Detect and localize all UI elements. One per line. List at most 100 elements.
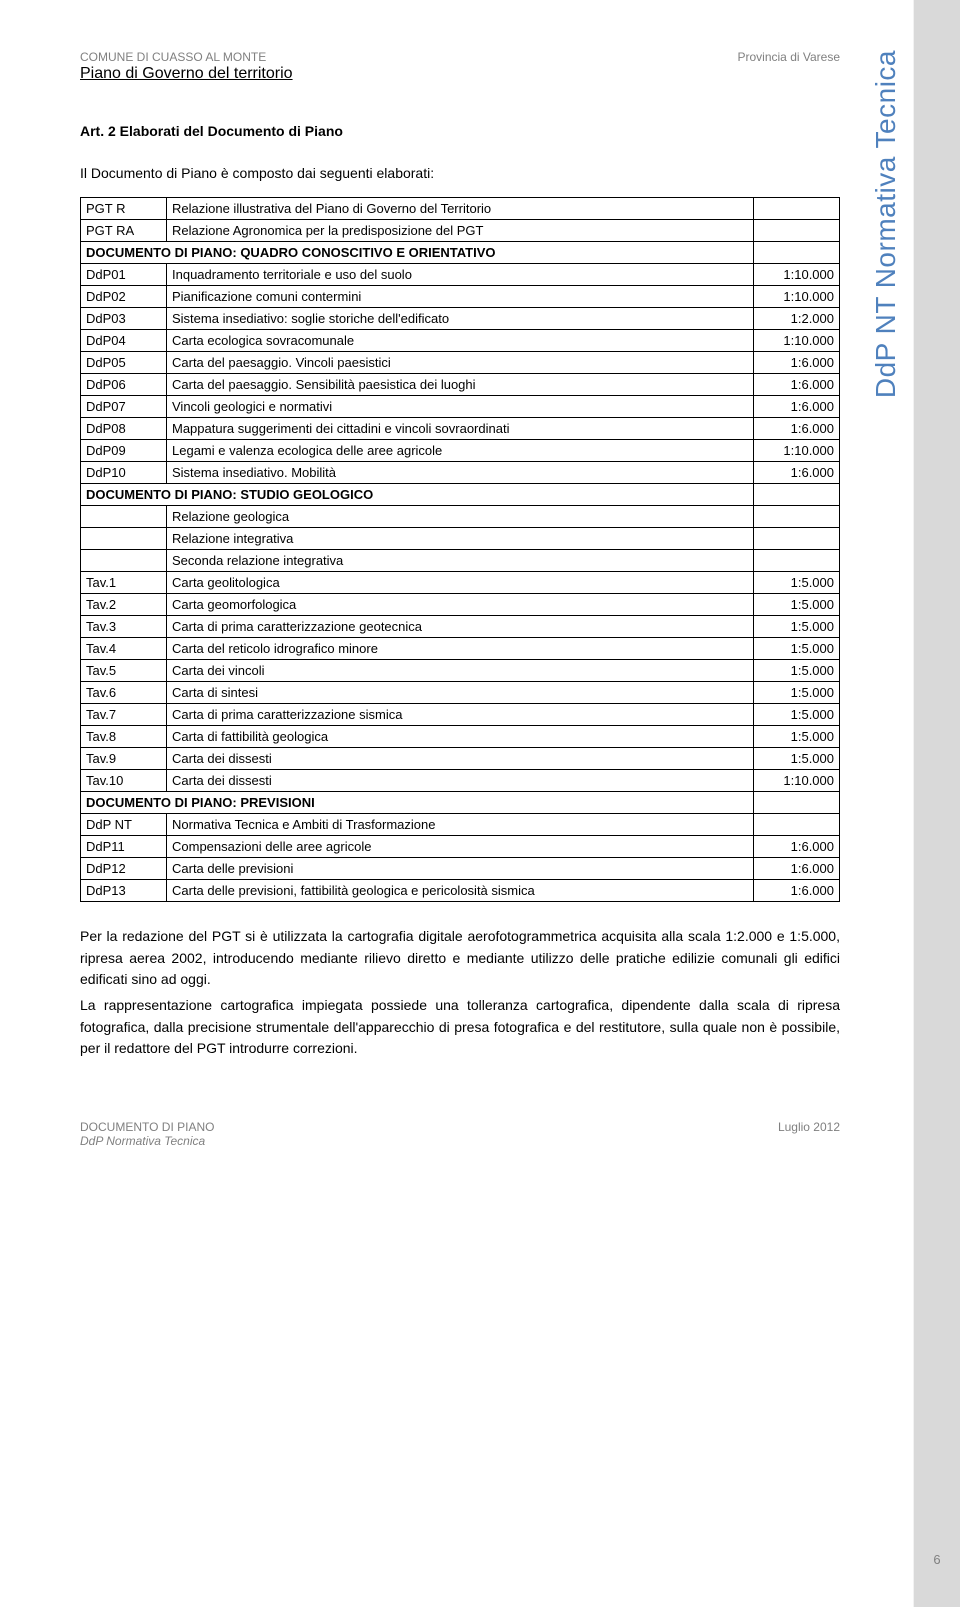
table-desc-cell: Carta delle previsioni [167,858,754,880]
header-left-1: COMUNE DI CUASSO AL MONTE [80,50,266,64]
table-row: DdP08Mappatura suggerimenti dei cittadin… [81,418,840,440]
table-row: Tav.2Carta geomorfologica1:5.000 [81,594,840,616]
table-row: DdP06Carta del paesaggio. Sensibilità pa… [81,374,840,396]
table-scale-cell: 1:6.000 [754,418,840,440]
table-scale-cell [754,506,840,528]
table-scale-cell: 1:5.000 [754,572,840,594]
table-scale-cell: 1:6.000 [754,836,840,858]
table-desc-cell: Carta di prima caratterizzazione sismica [167,704,754,726]
table-row: DOCUMENTO DI PIANO: QUADRO CONOSCITIVO E… [81,242,840,264]
table-scale-cell: 1:5.000 [754,638,840,660]
table-desc-cell: Carta di sintesi [167,682,754,704]
table-row: Tav.7Carta di prima caratterizzazione si… [81,704,840,726]
table-row: Tav.6Carta di sintesi1:5.000 [81,682,840,704]
table-row: Tav.9Carta dei dissesti1:5.000 [81,748,840,770]
right-grey-band [914,0,960,1607]
table-row: DdP02Pianificazione comuni contermini1:1… [81,286,840,308]
table-desc-cell: Relazione illustrativa del Piano di Gove… [167,198,754,220]
table-code-cell: DdP NT [81,814,167,836]
table-code-cell [81,506,167,528]
side-label: DdP NT Normativa Tecnica [870,50,902,398]
table-section-header: DOCUMENTO DI PIANO: PREVISIONI [81,792,754,814]
table-scale-cell: 1:6.000 [754,462,840,484]
table-row: Tav.4Carta del reticolo idrografico mino… [81,638,840,660]
table-desc-cell: Sistema insediativo: soglie storiche del… [167,308,754,330]
table-code-cell: Tav.10 [81,770,167,792]
table-desc-cell: Normativa Tecnica e Ambiti di Trasformaz… [167,814,754,836]
table-scale-cell: 1:2.000 [754,308,840,330]
table-cell [754,484,840,506]
table-desc-cell: Seconda relazione integrativa [167,550,754,572]
table-row: DdP11Compensazioni delle aree agricole1:… [81,836,840,858]
table-row: Relazione integrativa [81,528,840,550]
table-scale-cell: 1:6.000 [754,880,840,902]
table-scale-cell: 1:6.000 [754,352,840,374]
table-scale-cell: 1:6.000 [754,374,840,396]
table-cell [754,242,840,264]
table-row: DdP13Carta delle previsioni, fattibilità… [81,880,840,902]
table-scale-cell: 1:5.000 [754,682,840,704]
table-row: DdP NTNormativa Tecnica e Ambiti di Tras… [81,814,840,836]
table-scale-cell [754,550,840,572]
table-scale-cell: 1:5.000 [754,748,840,770]
footer-right: Luglio 2012 [778,1120,840,1148]
table-code-cell: DdP08 [81,418,167,440]
table-desc-cell: Legami e valenza ecologica delle aree ag… [167,440,754,462]
table-scale-cell: 1:10.000 [754,286,840,308]
table-desc-cell: Carta dei dissesti [167,748,754,770]
table-scale-cell: 1:10.000 [754,264,840,286]
footer-left-2: DdP Normativa Tecnica [80,1134,214,1148]
table-row: Tav.3Carta di prima caratterizzazione ge… [81,616,840,638]
table-scale-cell [754,814,840,836]
table-row: Tav.1Carta geolitologica1:5.000 [81,572,840,594]
page-content: COMUNE DI CUASSO AL MONTE Provincia di V… [80,50,840,1148]
table-row: DdP10Sistema insediativo. Mobilità1:6.00… [81,462,840,484]
intro-text: Il Documento di Piano è composto dai seg… [80,165,840,181]
table-desc-cell: Carta geomorfologica [167,594,754,616]
table-scale-cell: 1:10.000 [754,770,840,792]
table-code-cell [81,528,167,550]
table-desc-cell: Compensazioni delle aree agricole [167,836,754,858]
table-code-cell: Tav.8 [81,726,167,748]
table-desc-cell: Vincoli geologici e normativi [167,396,754,418]
paragraph-2: La rappresentazione cartografica impiega… [80,995,840,1060]
table-code-cell: DdP01 [81,264,167,286]
table-row: DdP01Inquadramento territoriale e uso de… [81,264,840,286]
table-code-cell: DdP05 [81,352,167,374]
table-row: DdP12Carta delle previsioni1:6.000 [81,858,840,880]
footer-left-1: DOCUMENTO DI PIANO [80,1120,214,1134]
table-desc-cell: Relazione integrativa [167,528,754,550]
table-scale-cell [754,528,840,550]
table-scale-cell: 1:5.000 [754,726,840,748]
table-desc-cell: Carta del reticolo idrografico minore [167,638,754,660]
table-code-cell: Tav.6 [81,682,167,704]
table-scale-cell: 1:5.000 [754,616,840,638]
table-row: PGT RARelazione Agronomica per la predis… [81,220,840,242]
table-code-cell: DdP10 [81,462,167,484]
table-code-cell: DdP02 [81,286,167,308]
table-desc-cell: Inquadramento territoriale e uso del suo… [167,264,754,286]
table-scale-cell: 1:10.000 [754,440,840,462]
table-code-cell: Tav.1 [81,572,167,594]
table-scale-cell: 1:5.000 [754,704,840,726]
table-scale-cell: 1:10.000 [754,330,840,352]
table-scale-cell: 1:6.000 [754,858,840,880]
table-row: Seconda relazione integrativa [81,550,840,572]
article-heading: Art. 2 Elaborati del Documento di Piano [80,123,840,139]
table-code-cell: DdP03 [81,308,167,330]
vertical-divider [913,0,914,1607]
table-code-cell: DdP09 [81,440,167,462]
table-desc-cell: Relazione Agronomica per la predisposizi… [167,220,754,242]
table-section-header: DOCUMENTO DI PIANO: QUADRO CONOSCITIVO E… [81,242,754,264]
table-row: DdP03Sistema insediativo: soglie storich… [81,308,840,330]
table-row: DdP04Carta ecologica sovracomunale1:10.0… [81,330,840,352]
table-desc-cell: Mappatura suggerimenti dei cittadini e v… [167,418,754,440]
table-code-cell: DdP07 [81,396,167,418]
table-scale-cell [754,220,840,242]
paragraph-1: Per la redazione del PGT si è utilizzata… [80,926,840,991]
table-code-cell: PGT RA [81,220,167,242]
table-code-cell: Tav.9 [81,748,167,770]
table-row: Tav.8Carta di fattibilità geologica1:5.0… [81,726,840,748]
header-right-1: Provincia di Varese [738,50,841,64]
table-row: Relazione geologica [81,506,840,528]
